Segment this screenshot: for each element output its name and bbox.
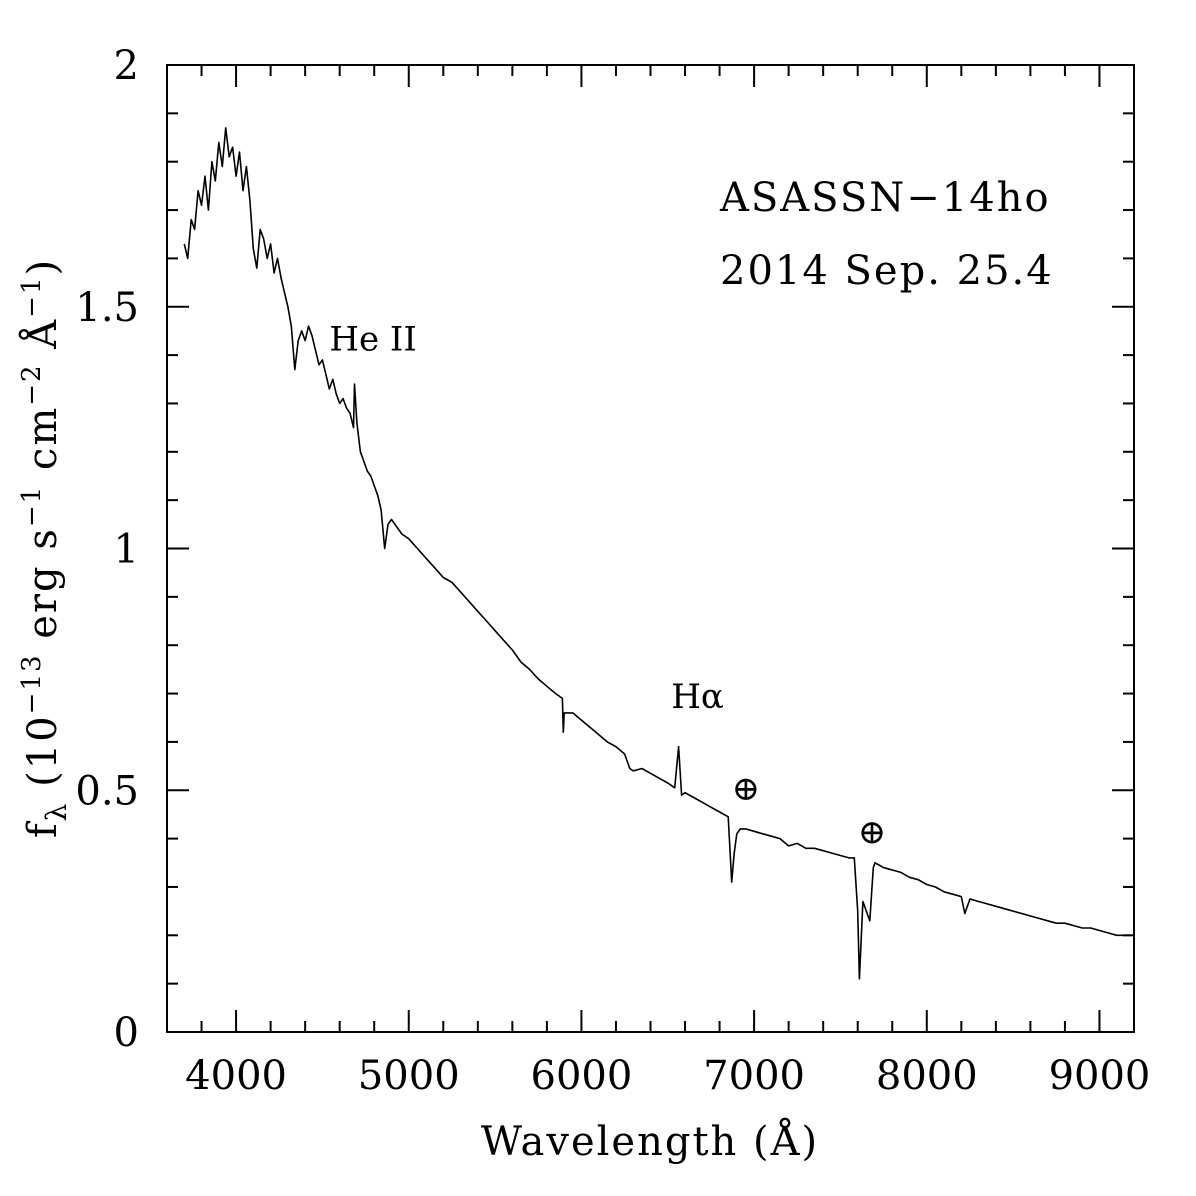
spectrum-line bbox=[183, 127, 1133, 980]
x-tick-label: 7000 bbox=[703, 1053, 805, 1099]
x-tick-label: 5000 bbox=[358, 1053, 460, 1099]
y-tick-labels: 0 0.5 1 1.5 2 bbox=[75, 43, 139, 1056]
y-axis-title: fλ (10−13 erg s−1 cm−2 Å−1) bbox=[17, 258, 73, 838]
y-tick-label: 1 bbox=[114, 527, 139, 573]
line-annotation: ⊕ bbox=[858, 812, 887, 852]
x-tick-label: 9000 bbox=[1049, 1053, 1151, 1099]
x-tick-label: 8000 bbox=[876, 1053, 978, 1099]
y-tick-label: 0.5 bbox=[75, 768, 139, 814]
y-tick-label: 2 bbox=[114, 43, 139, 89]
observation-date: 2014 Sep. 25.4 bbox=[720, 248, 1054, 294]
x-tick-label: 6000 bbox=[531, 1053, 633, 1099]
x-tick-labels: 4000 5000 6000 7000 8000 9000 bbox=[185, 1053, 1150, 1099]
line-annotation: He II bbox=[329, 319, 416, 359]
y-tick-label: 1.5 bbox=[75, 285, 139, 331]
y-tick-label: 0 bbox=[114, 1010, 139, 1056]
object-name: ASASSN−14ho bbox=[719, 175, 1051, 221]
x-axis-title: Wavelength (Å) bbox=[481, 1118, 819, 1165]
line-annotation: Hα bbox=[671, 677, 724, 717]
axis-ticks bbox=[166, 64, 1135, 1033]
line-annotation: ⊕ bbox=[732, 769, 761, 809]
line-annotations: He II Hα ⊕ ⊕ bbox=[329, 319, 886, 852]
x-tick-label: 4000 bbox=[185, 1053, 287, 1099]
